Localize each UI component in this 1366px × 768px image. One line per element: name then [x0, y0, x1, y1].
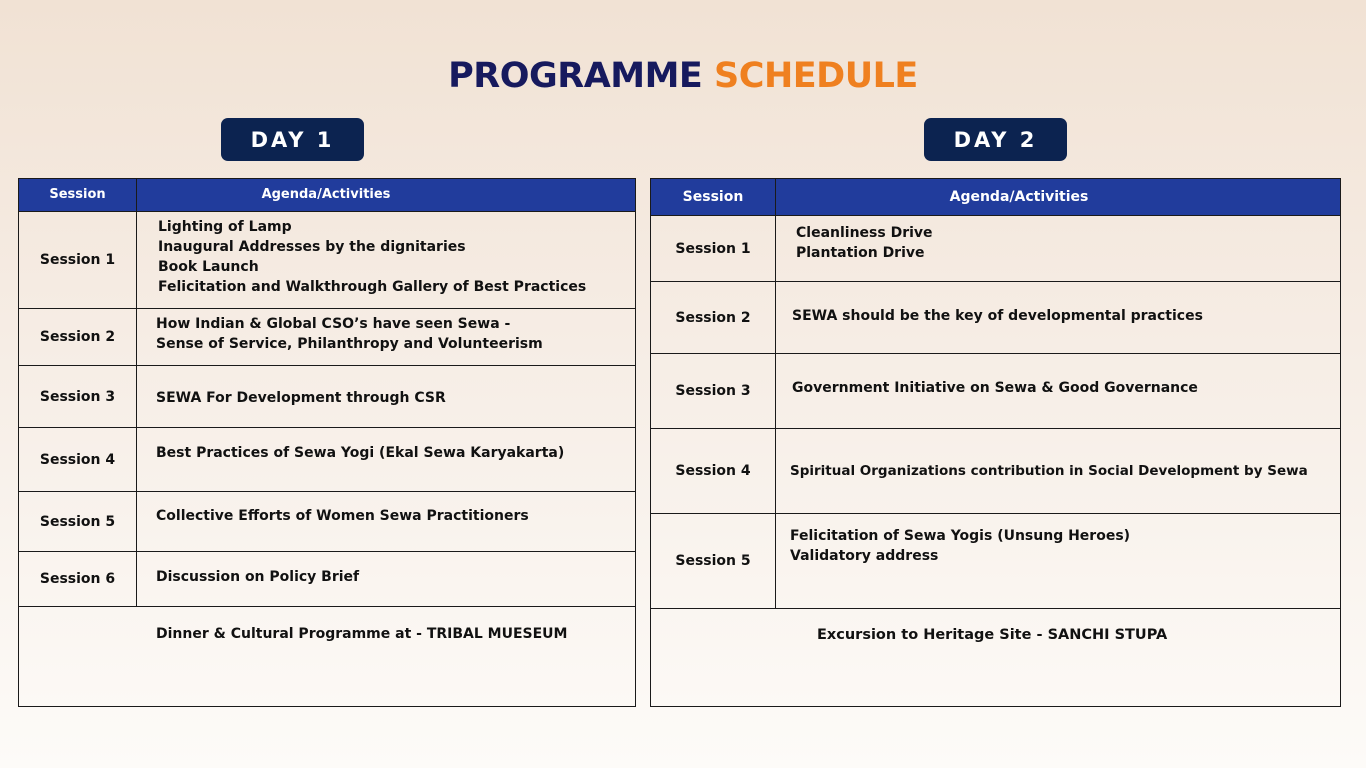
day-1-session-2-label: Session 2 [18, 308, 137, 366]
day-1-session-4-activities: Best Practices of Sewa Yogi (Ekal Sewa K… [136, 427, 636, 492]
day-1-session-6-activities: Discussion on Policy Brief [136, 551, 636, 607]
table-row: Session 3 Government Initiative on Sewa … [650, 353, 1341, 429]
table-row: Session 4 Best Practices of Sewa Yogi (E… [18, 427, 636, 492]
day-1-session-1-label: Session 1 [18, 211, 137, 309]
day-2-session-3-label: Session 3 [650, 353, 776, 429]
activity-line: SEWA For Development through CSR [156, 390, 446, 406]
activity-line: Best Practices of Sewa Yogi (Ekal Sewa K… [156, 445, 565, 461]
day-2-session-2-label: Session 2 [650, 281, 776, 354]
activity-line: Lighting of Lamp [158, 219, 292, 235]
activity-line: Book Launch [158, 259, 259, 275]
day-2-header-session: Session [650, 178, 776, 216]
day-2-session-4-label: Session 4 [650, 428, 776, 514]
day-1-session-2-activities: How Indian & Global CSO’s have seen Sewa… [136, 308, 636, 366]
day-2-session-4-activities: Spiritual Organizations contribution in … [775, 428, 1341, 514]
day-2-session-1-activities: Cleanliness Drive Plantation Drive [775, 215, 1341, 282]
day-1-table: Session Agenda/Activities Session 1 Ligh… [18, 178, 636, 707]
day-1-header-session: Session [18, 178, 137, 212]
activity-line: How Indian & Global CSO’s have seen Sewa… [156, 316, 511, 332]
activity-line: Inaugural Addresses by the dignitaries [158, 239, 466, 255]
day-2-session-1-label: Session 1 [650, 215, 776, 282]
table-row: Session 3 SEWA For Development through C… [18, 365, 636, 428]
day-1-session-5-label: Session 5 [18, 491, 137, 552]
day-2-session-3-activities: Government Initiative on Sewa & Good Gov… [775, 353, 1341, 429]
day-2-session-5-label: Session 5 [650, 513, 776, 609]
day-1-badge: DAY 1 [221, 118, 364, 161]
table-row: Dinner & Cultural Programme at - TRIBAL … [18, 606, 636, 707]
table-row: Session 1 Lighting of Lamp Inaugural Add… [18, 211, 636, 309]
day-2-header-agenda: Agenda/Activities [775, 178, 1341, 216]
day-1-session-3-activities: SEWA For Development through CSR [136, 365, 636, 428]
activity-line: Sense of Service, Philanthropy and Volun… [156, 336, 543, 352]
table-row: Session 1 Cleanliness Drive Plantation D… [650, 215, 1341, 282]
day-1-header-agenda: Agenda/Activities [136, 178, 636, 212]
day-1-session-4-label: Session 4 [18, 427, 137, 492]
activity-line: Government Initiative on Sewa & Good Gov… [792, 380, 1198, 396]
title-part-2: SCHEDULE [714, 56, 918, 96]
day-2-session-5-activities: Felicitation of Sewa Yogis (Unsung Heroe… [775, 513, 1341, 609]
activity-line: Collective Efforts of Women Sewa Practit… [156, 508, 529, 524]
day-1-session-6-label: Session 6 [18, 551, 137, 607]
table-row: Session 4 Spiritual Organizations contri… [650, 428, 1341, 514]
activity-line: SEWA should be the key of developmental … [792, 308, 1203, 324]
table-row: Session 2 SEWA should be the key of deve… [650, 281, 1341, 354]
day-2-session-2-activities: SEWA should be the key of developmental … [775, 281, 1341, 354]
activity-line: Spiritual Organizations contribution in … [790, 463, 1308, 479]
title-part-1: PROGRAMME [448, 56, 703, 96]
day-1-session-5-activities: Collective Efforts of Women Sewa Practit… [136, 491, 636, 552]
page-title: PROGRAMME SCHEDULE [0, 54, 1366, 98]
activity-line: Cleanliness Drive [796, 225, 933, 241]
table-row: Session 6 Discussion on Policy Brief [18, 551, 636, 607]
day-1-session-3-label: Session 3 [18, 365, 137, 428]
activity-line: Validatory address [790, 548, 939, 564]
day-1-footer: Dinner & Cultural Programme at - TRIBAL … [18, 606, 636, 707]
activity-line: Felicitation of Sewa Yogis (Unsung Heroe… [790, 528, 1131, 544]
table-row: Session 5 Collective Efforts of Women Se… [18, 491, 636, 552]
day-2-badge: DAY 2 [924, 118, 1067, 161]
table-row: Excursion to Heritage Site - SANCHI STUP… [650, 608, 1341, 707]
day-2-table: Session Agenda/Activities Session 1 Clea… [650, 178, 1341, 707]
day-2-footer: Excursion to Heritage Site - SANCHI STUP… [650, 608, 1341, 707]
activity-line: Plantation Drive [796, 245, 925, 261]
table-row: Session 2 How Indian & Global CSO’s have… [18, 308, 636, 366]
activity-line: Felicitation and Walkthrough Gallery of … [158, 279, 587, 295]
activity-line: Discussion on Policy Brief [156, 569, 360, 585]
day-1-session-1-activities: Lighting of Lamp Inaugural Addresses by … [136, 211, 636, 309]
table-row: Session 5 Felicitation of Sewa Yogis (Un… [650, 513, 1341, 609]
